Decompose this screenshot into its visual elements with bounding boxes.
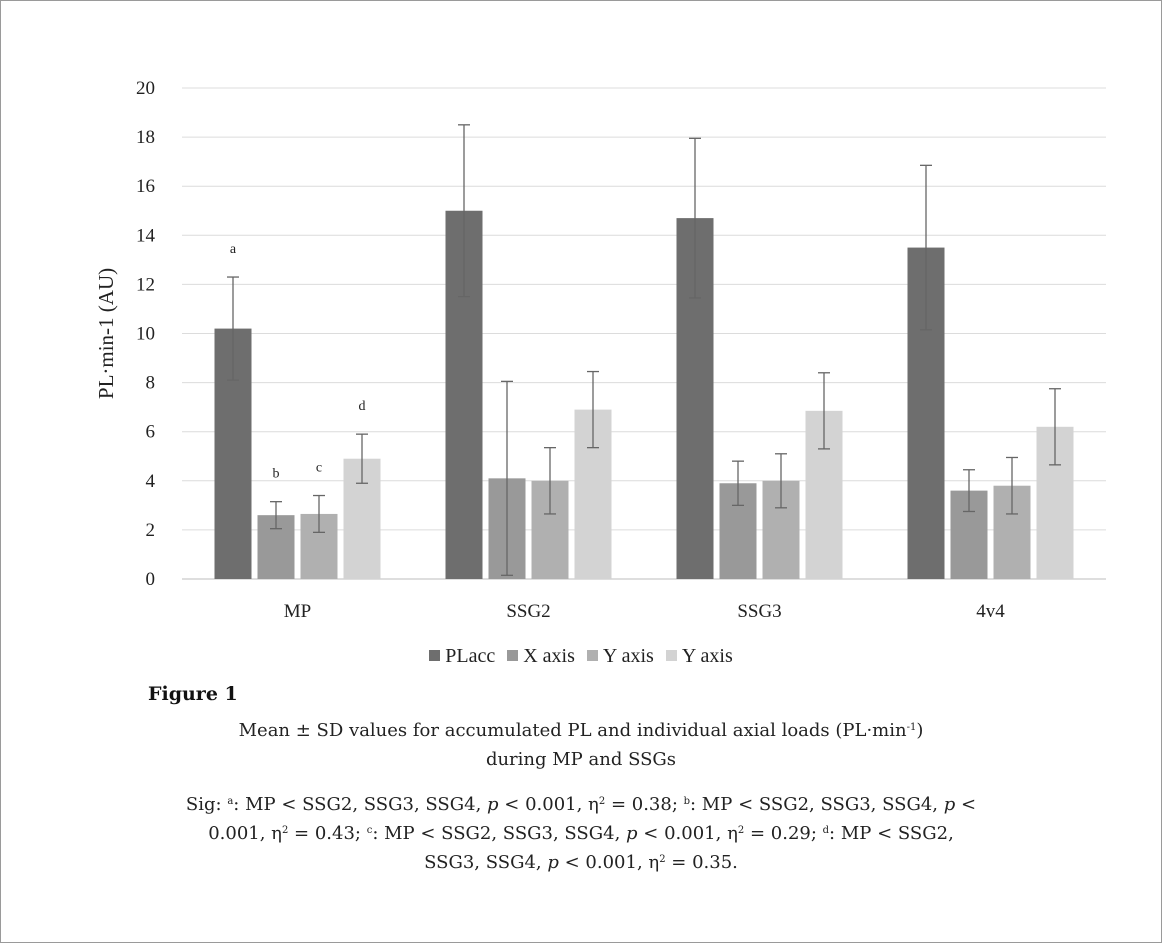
figure-title: Mean ± SD values for accumulated PL and …: [238, 720, 924, 770]
legend-item: Y axis: [586, 645, 654, 668]
legend-swatch: [429, 650, 441, 661]
significance-letter: c: [316, 461, 322, 476]
bars: [214, 210, 1074, 580]
y-tick-label: 16: [136, 176, 155, 197]
legend: PLacc X axis Y axis Y axis: [0, 645, 1162, 668]
y-tick-label: 6: [146, 422, 156, 443]
figure-label: Figure 1: [148, 683, 238, 705]
significance-letter: d: [359, 399, 366, 414]
y-tick-label: 18: [136, 127, 155, 148]
y-tick-label: 14: [136, 225, 156, 246]
legend-label: PLacc: [445, 645, 496, 667]
x-tick-label: MP: [284, 601, 311, 622]
y-tick-label: 12: [136, 274, 155, 295]
y-tick-label: 8: [146, 373, 156, 394]
legend-item: X axis: [507, 645, 575, 668]
error-bars: [227, 124, 1061, 576]
x-tick-label: SSG3: [737, 601, 781, 622]
y-axis-label: PL·min-1 (AU): [94, 268, 118, 399]
legend-swatch: [507, 650, 519, 661]
legend-label: Y axis: [681, 645, 733, 667]
bar-chart: 0 2 4 6 8 10 12 14 16 18 20 a b c d MP SSG2 SSG3 4v4 PL·…: [94, 78, 1106, 622]
x-tick-label: 4v4: [976, 601, 1005, 622]
legend-label: X axis: [523, 645, 575, 667]
y-tick-label: 20: [136, 78, 155, 99]
significance-letter: b: [273, 467, 280, 482]
legend-swatch: [586, 650, 598, 661]
significance-letter: a: [230, 242, 237, 257]
y-tick-label: 10: [136, 324, 155, 345]
legend-item: Y axis: [665, 645, 733, 668]
y-tick-label: 2: [146, 520, 156, 541]
x-tick-label: SSG2: [506, 601, 550, 622]
y-tick-label: 4: [146, 471, 156, 492]
y-tick-labels: 0 2 4 6 8 10 12 14 16 18 20: [136, 78, 156, 590]
significance-note: Sig: a: MP < SSG2, SSG3, SSG4, p < 0.001…: [185, 794, 977, 873]
legend-label: Y axis: [602, 645, 654, 667]
y-tick-label: 0: [146, 569, 156, 590]
legend-item: PLacc: [429, 645, 495, 668]
significance-labels: a b c d: [230, 242, 366, 482]
legend-swatch: [665, 650, 677, 661]
x-tick-labels: MP SSG2 SSG3 4v4: [284, 601, 1005, 622]
